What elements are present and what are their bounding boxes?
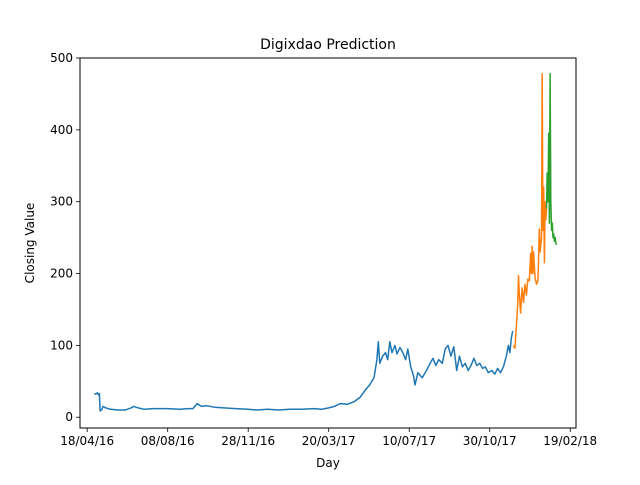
series-line-2 — [512, 73, 548, 350]
y-tick-label: 300 — [50, 195, 73, 209]
y-axis-label: Closing Value — [23, 203, 37, 284]
x-tick-label: 28/11/16 — [221, 434, 275, 448]
x-tick-label: 18/04/16 — [60, 434, 114, 448]
y-tick-label: 200 — [50, 267, 73, 281]
series-line-3 — [545, 73, 558, 246]
x-tick-label: 30/10/17 — [463, 434, 517, 448]
y-tick-label: 100 — [50, 338, 73, 352]
series-line-1 — [94, 330, 514, 412]
x-tick-label: 19/02/18 — [543, 434, 597, 448]
chart-title: Digixdao Prediction — [260, 37, 396, 53]
x-axis-label: Day — [316, 456, 340, 470]
y-tick-label: 0 — [65, 410, 73, 424]
x-axis-ticks: 18/04/16 08/08/16 28/11/16 20/03/17 10/07/17… — [60, 428, 597, 448]
plot-area-frame — [79, 57, 577, 429]
x-tick-label: 10/07/17 — [382, 434, 436, 448]
y-tick-label: 500 — [50, 51, 73, 65]
x-tick-label: 20/03/17 — [302, 434, 356, 448]
series-layer — [94, 73, 558, 412]
y-axis-ticks: 0 100 200 300 400 500 — [50, 51, 80, 424]
x-tick-label: 08/08/16 — [141, 434, 195, 448]
y-tick-label: 400 — [50, 123, 73, 137]
